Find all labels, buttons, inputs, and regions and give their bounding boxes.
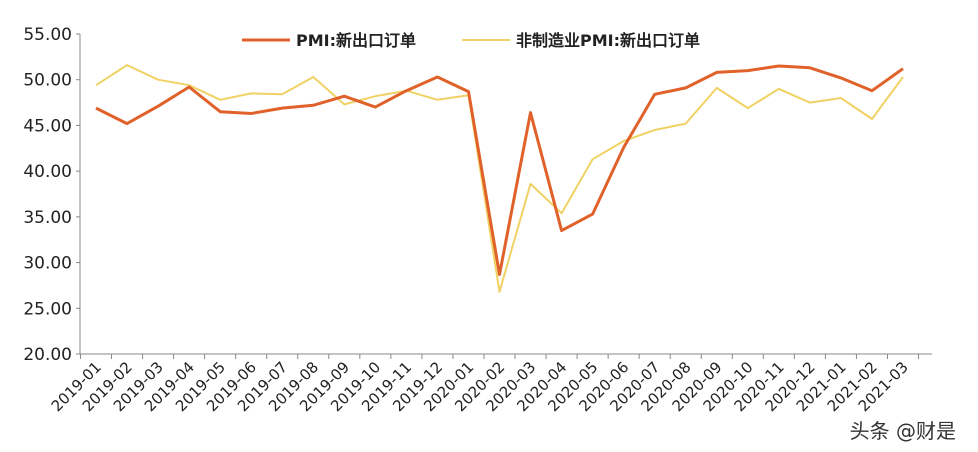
series-line: [95, 64, 904, 293]
y-tick-label: 30.00: [23, 254, 72, 274]
axes: [79, 34, 932, 359]
y-tick-labels: 55.00 50.00 45.00 40.00 35.00 30.00 25.00 20.00: [23, 25, 80, 365]
y-tick-label: 25.00: [23, 299, 72, 319]
watermark: 头条 @财是: [849, 419, 956, 443]
series-line: [95, 64, 904, 276]
y-tick-label: 40.00: [23, 162, 72, 182]
y-tick-label: 50.00: [23, 71, 72, 91]
y-tick-label: 55.00: [23, 25, 72, 45]
legend-label: 非制造业PMI:新出口订单: [516, 31, 700, 50]
x-tick-labels: 2019-012019-022019-032019-042019-052019-…: [48, 358, 912, 415]
y-tick-label: 20.00: [23, 345, 72, 365]
y-tick-label: 45.00: [23, 116, 72, 136]
legend: PMI:新出口订单 非制造业PMI:新出口订单: [242, 31, 700, 50]
legend-label: PMI:新出口订单: [296, 31, 416, 50]
series-lines: [95, 64, 904, 293]
y-tick-label: 35.00: [23, 208, 72, 228]
